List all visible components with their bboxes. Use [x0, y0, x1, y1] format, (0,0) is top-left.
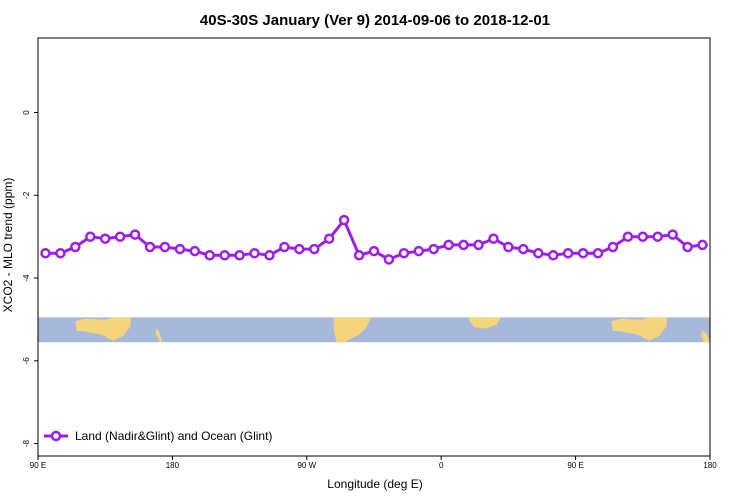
x-tick-label: 180	[166, 461, 180, 470]
data-point	[622, 231, 634, 242]
chart-title: 40S-30S January (Ver 9) 2014-09-06 to 20…	[200, 12, 550, 29]
map-ocean	[38, 317, 710, 343]
data-point	[503, 241, 514, 253]
data-point	[309, 243, 320, 255]
data-point	[682, 241, 693, 253]
x-tick-label: 90 W	[297, 461, 316, 470]
y-tick-label: -4	[22, 274, 31, 282]
data-point	[353, 250, 365, 261]
map-land-4	[611, 317, 667, 341]
data-point	[338, 214, 350, 226]
data-point	[234, 250, 245, 261]
data-point	[428, 243, 439, 255]
data-point	[323, 233, 335, 244]
data-point	[637, 231, 649, 242]
data-point	[264, 250, 275, 261]
axis-ticks: 90 E 180 90 W 0 90 E 180 0 -2 -4 -6 -8	[22, 110, 717, 470]
data-point	[204, 250, 215, 261]
data-point	[85, 231, 96, 242]
data-point	[443, 239, 454, 251]
data-point	[533, 247, 544, 259]
data-point	[518, 243, 529, 255]
x-tick-label: 90 E	[30, 461, 46, 470]
legend: Land (Nadir&Glint) and Ocean (Glint)	[44, 429, 272, 443]
data-point	[413, 245, 425, 257]
data-point	[279, 241, 290, 253]
data-point	[577, 247, 589, 259]
map-land-2	[333, 317, 371, 343]
data-point	[398, 247, 410, 259]
data-point	[473, 239, 484, 251]
data-point	[99, 233, 111, 244]
map-land-0	[75, 317, 131, 341]
data-point	[129, 229, 141, 240]
data-point	[40, 247, 51, 259]
y-tick-label: -2	[22, 191, 31, 199]
y-axis-label: XCO2 - MLO trend (ppm)	[1, 178, 15, 313]
data-point	[592, 247, 604, 259]
x-tick-label: 90 E	[567, 461, 583, 470]
data-point	[697, 239, 708, 251]
data-point	[368, 245, 380, 257]
data-point	[547, 250, 559, 261]
map-strip	[38, 317, 710, 343]
data-point	[70, 241, 81, 253]
x-axis-label: Longitude (deg E)	[327, 477, 422, 491]
x-tick-label: 180	[703, 461, 717, 470]
map-land-1	[156, 328, 162, 343]
map-land-5	[701, 329, 710, 343]
data-point	[383, 254, 395, 265]
legend-marker	[50, 430, 62, 442]
x-tick-label: 0	[439, 461, 444, 470]
data-point	[159, 241, 171, 253]
y-tick-label: -8	[22, 439, 31, 447]
data-point	[458, 239, 469, 251]
data-point	[667, 229, 678, 240]
legend-label: Land (Nadir&Glint) and Ocean (Glint)	[75, 429, 272, 443]
data-point	[189, 245, 201, 257]
data-point	[652, 231, 663, 242]
data-point	[219, 250, 230, 261]
data-point	[488, 233, 499, 244]
data-point	[144, 241, 156, 253]
data-point	[55, 247, 66, 259]
y-tick-label: 0	[22, 110, 31, 115]
plot-frame	[37, 37, 711, 457]
data-series	[40, 214, 708, 265]
data-point	[114, 231, 126, 242]
data-point	[607, 241, 619, 253]
map-land-3	[468, 317, 501, 329]
data-point	[562, 247, 574, 259]
data-point	[249, 247, 260, 259]
y-tick-label: -6	[22, 357, 31, 365]
data-point	[174, 243, 186, 255]
data-point	[294, 243, 305, 255]
